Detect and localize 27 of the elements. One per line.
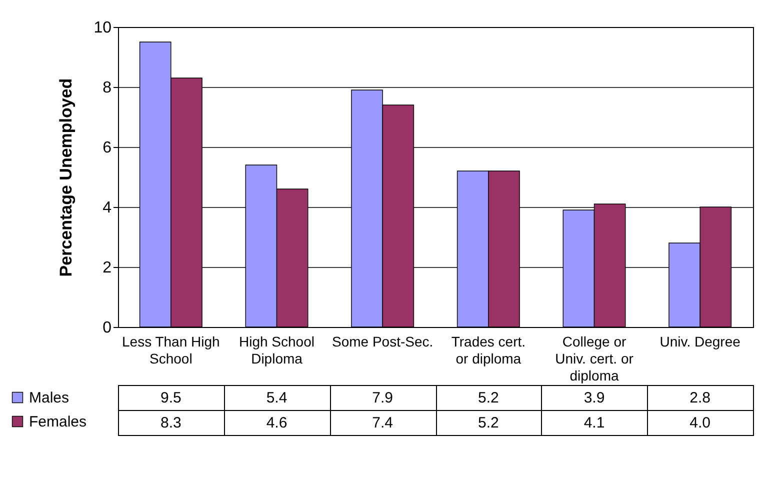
x-tick-label: Trades cert. or diploma bbox=[451, 334, 526, 366]
data-label: 4.0 bbox=[690, 414, 711, 432]
data-label: 7.9 bbox=[372, 390, 394, 406]
data-label: 8.3 bbox=[160, 414, 182, 432]
legend-label: Females bbox=[29, 414, 87, 430]
y-axis-title: Percentage Unemployed bbox=[56, 78, 76, 277]
data-label: 4.6 bbox=[266, 414, 288, 432]
x-tick-label: Less Than High School bbox=[122, 334, 220, 366]
data-label: 3.9 bbox=[584, 390, 605, 406]
y-tick-label: 10 bbox=[94, 20, 112, 36]
y-tick-label: 6 bbox=[102, 140, 112, 156]
data-label: 5.2 bbox=[478, 390, 499, 406]
y-tick-label: 4 bbox=[102, 200, 112, 216]
data-label: 7.4 bbox=[372, 414, 394, 432]
data-label: 5.2 bbox=[478, 414, 499, 432]
x-tick-label: Univ. Degree bbox=[660, 334, 741, 350]
data-label: 2.8 bbox=[690, 390, 711, 406]
x-tick-label: High School Diploma bbox=[239, 334, 314, 366]
data-label: 5.4 bbox=[266, 390, 288, 406]
data-label: 9.5 bbox=[160, 390, 182, 406]
y-tick-label: 8 bbox=[102, 80, 112, 96]
data-label: 4.1 bbox=[584, 414, 605, 432]
legend-label: Males bbox=[29, 390, 70, 406]
x-tick-label: College or Univ. cert. or diploma bbox=[555, 334, 634, 384]
y-tick-label: 2 bbox=[102, 260, 112, 276]
y-tick-label: 0 bbox=[102, 320, 112, 336]
x-tick-label: Some Post-Sec. bbox=[332, 334, 434, 350]
